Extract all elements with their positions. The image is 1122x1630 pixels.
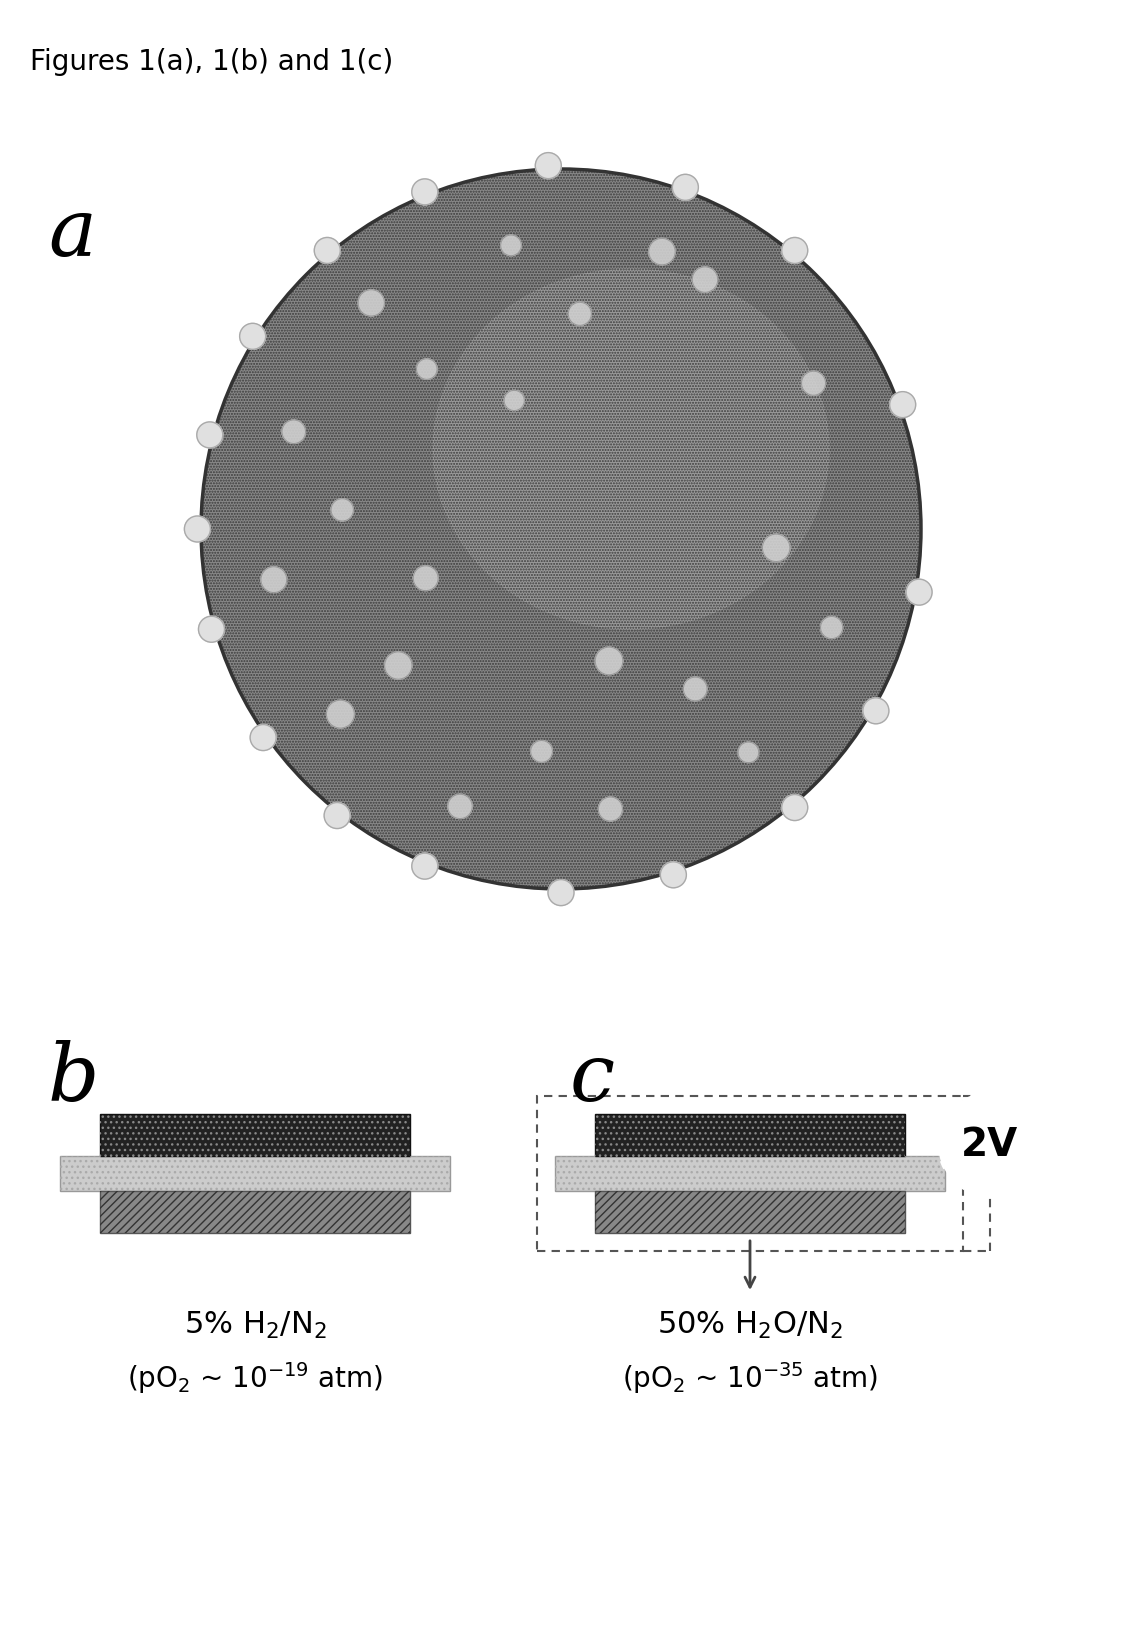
Bar <box>100 1192 410 1234</box>
Bar <box>555 1156 945 1192</box>
Circle shape <box>358 290 385 316</box>
Bar <box>59 1156 450 1192</box>
Text: 50% H$_2$O/N$_2$: 50% H$_2$O/N$_2$ <box>657 1309 843 1340</box>
Bar <box>595 1115 905 1156</box>
Circle shape <box>863 698 889 724</box>
Circle shape <box>598 797 623 822</box>
Circle shape <box>782 238 808 264</box>
Circle shape <box>672 174 698 200</box>
Bar <box>100 1192 410 1234</box>
Circle shape <box>500 236 522 256</box>
Text: Figures 1(a), 1(b) and 1(c): Figures 1(a), 1(b) and 1(c) <box>30 47 393 77</box>
Circle shape <box>416 360 438 380</box>
Circle shape <box>412 179 438 205</box>
Circle shape <box>504 391 524 411</box>
Circle shape <box>250 725 276 751</box>
Circle shape <box>683 678 707 701</box>
Text: b: b <box>48 1040 100 1117</box>
Circle shape <box>535 153 561 179</box>
Circle shape <box>201 170 921 890</box>
Circle shape <box>385 652 412 680</box>
Circle shape <box>938 1092 1042 1196</box>
Circle shape <box>661 862 687 888</box>
Text: (pO$_2$ ~ 10$^{-19}$ atm): (pO$_2$ ~ 10$^{-19}$ atm) <box>127 1359 383 1395</box>
Ellipse shape <box>433 271 829 629</box>
Circle shape <box>261 567 287 593</box>
Bar <box>100 1115 410 1156</box>
Bar <box>595 1115 905 1156</box>
Text: (pO$_2$ ~ 10$^{-35}$ atm): (pO$_2$ ~ 10$^{-35}$ atm) <box>622 1359 879 1395</box>
Text: c: c <box>570 1040 615 1117</box>
Bar <box>100 1115 410 1156</box>
Bar <box>59 1156 450 1192</box>
Circle shape <box>240 324 266 350</box>
Text: 2V: 2V <box>962 1125 1019 1164</box>
Bar <box>595 1192 905 1234</box>
Circle shape <box>331 499 353 522</box>
Circle shape <box>801 372 826 396</box>
Circle shape <box>196 422 223 448</box>
Circle shape <box>890 393 916 419</box>
Circle shape <box>649 240 675 266</box>
Circle shape <box>413 567 438 592</box>
Circle shape <box>324 804 350 830</box>
Circle shape <box>531 742 552 763</box>
Circle shape <box>738 743 758 763</box>
Circle shape <box>184 517 211 543</box>
Circle shape <box>412 854 438 880</box>
Text: a: a <box>48 196 96 272</box>
Circle shape <box>548 880 574 906</box>
Circle shape <box>314 238 340 264</box>
Bar <box>555 1156 945 1192</box>
Circle shape <box>763 535 790 562</box>
Bar <box>537 1097 963 1252</box>
Circle shape <box>820 618 843 639</box>
Circle shape <box>199 616 224 642</box>
Circle shape <box>595 647 623 675</box>
Circle shape <box>907 580 932 606</box>
Circle shape <box>282 421 305 445</box>
Circle shape <box>782 795 808 822</box>
Circle shape <box>692 267 718 293</box>
Circle shape <box>327 701 355 729</box>
Bar <box>595 1192 905 1234</box>
Circle shape <box>448 795 472 818</box>
Text: 5% H$_2$/N$_2$: 5% H$_2$/N$_2$ <box>184 1309 327 1340</box>
Circle shape <box>569 303 591 326</box>
